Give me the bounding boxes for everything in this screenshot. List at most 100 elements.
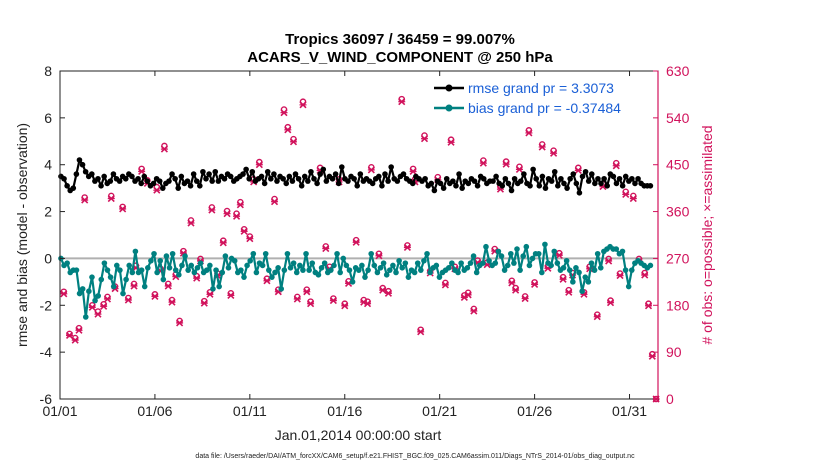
- bias-series-marker: [579, 288, 585, 295]
- obs-assimilated-marker: [223, 210, 231, 218]
- bias-series-marker: [138, 267, 145, 273]
- rmse-series-marker: [101, 173, 107, 180]
- bias-series-marker: [216, 283, 222, 290]
- obs-assimilated-marker: [299, 101, 307, 109]
- y-tick-label-left: -2: [40, 297, 53, 313]
- y-axis-label-left: rmse and bias (model - observation): [14, 123, 30, 347]
- rmse-series-marker: [351, 175, 357, 182]
- bias-series-marker: [222, 253, 229, 259]
- obs-assimilated-marker: [71, 336, 79, 344]
- rmse-series-marker: [588, 171, 595, 177]
- rmse-series-marker: [178, 173, 185, 180]
- rmse-series-marker: [610, 173, 617, 180]
- obs-assimilated-marker: [200, 299, 208, 307]
- rmse-series-marker: [138, 180, 144, 187]
- rmse-series-marker: [227, 173, 234, 180]
- obs-assimilated-marker: [153, 186, 161, 194]
- legend: rmse grand pr = 3.3073 bias grand pr = -…: [428, 76, 646, 120]
- bias-series-marker: [179, 262, 185, 269]
- rmse-series-marker: [122, 175, 129, 182]
- bias-series-marker: [163, 253, 170, 259]
- bias-series-marker: [284, 250, 291, 257]
- bias-series-marker: [197, 260, 204, 266]
- bias-series-marker: [269, 274, 275, 280]
- bias-series-marker: [573, 265, 579, 271]
- rmse-series-marker: [95, 175, 101, 182]
- bias-series-marker: [210, 286, 216, 292]
- obs-assimilated-marker: [565, 288, 573, 296]
- bias-series-marker: [597, 265, 604, 271]
- rmse-series-marker: [601, 175, 607, 182]
- rmse-series-marker: [308, 168, 314, 175]
- rmse-series-marker: [76, 157, 83, 163]
- bias-series-marker: [594, 250, 601, 257]
- rmse-series-marker: [197, 183, 203, 189]
- obs-assimilated-marker: [270, 198, 279, 206]
- obs-assimilated-marker: [367, 166, 375, 174]
- bias-series-marker: [337, 269, 343, 276]
- bias-series-marker: [126, 262, 133, 269]
- legend-bias-marker: [445, 104, 453, 112]
- rmse-series-marker: [582, 168, 589, 175]
- bias-series-marker: [566, 267, 573, 273]
- rmse-series-marker: [400, 171, 407, 177]
- obs-assimilated-marker: [164, 282, 172, 290]
- obs-assimilated-marker: [293, 295, 301, 303]
- bias-series-marker: [470, 253, 477, 259]
- rmse-series-marker: [570, 171, 577, 177]
- obs-assimilated-marker: [81, 196, 89, 204]
- y-tick-label-right: 180: [666, 297, 690, 313]
- rmse-series-marker: [249, 168, 256, 175]
- bias-series-marker: [247, 257, 253, 264]
- rmse-series-marker: [61, 175, 67, 182]
- bias-series-marker: [328, 267, 334, 273]
- y-tick-label-right: 540: [666, 110, 690, 126]
- rmse-series-marker: [450, 178, 456, 184]
- obs-assimilated-marker: [502, 160, 510, 168]
- rmse-series-marker: [221, 175, 228, 182]
- rmse-series-marker: [295, 175, 302, 182]
- rmse-series-marker: [89, 171, 95, 177]
- x-tick-label: 01/31: [612, 403, 647, 419]
- bias-series-marker: [331, 262, 337, 269]
- bias-series-marker: [278, 286, 285, 292]
- rmse-series-marker: [502, 175, 509, 182]
- rmse-series-marker: [585, 178, 592, 184]
- bias-series-marker: [396, 257, 402, 264]
- bias-series-marker: [548, 262, 554, 269]
- rmse-series-marker: [268, 175, 274, 182]
- rmse-series-marker: [329, 175, 336, 182]
- plot-area: [60, 71, 658, 399]
- bias-series-marker: [362, 274, 368, 280]
- rmse-series-marker: [141, 173, 148, 180]
- rmse-series-marker: [471, 178, 478, 184]
- bias-series-marker: [393, 269, 399, 276]
- y-tick-label-right: 270: [666, 250, 690, 266]
- bias-series-marker: [455, 269, 461, 276]
- bias-series-marker: [148, 257, 154, 264]
- bias-series-marker: [238, 267, 244, 273]
- bias-series-marker: [467, 260, 474, 266]
- rmse-series-marker: [338, 164, 345, 170]
- bias-series-marker: [551, 248, 558, 255]
- obs-assimilated-marker: [521, 294, 529, 303]
- y-axis-label-right: # of obs: o=possible; ×=assimilated: [699, 125, 715, 344]
- rmse-series-marker: [555, 183, 561, 189]
- rmse-series-marker: [551, 168, 558, 175]
- obs-assimilated-marker: [420, 135, 429, 143]
- x-tick-label: 01/01: [42, 403, 77, 419]
- x-tick-label: 01/06: [137, 403, 172, 419]
- obs-assimilated-marker: [289, 138, 298, 146]
- obs-assimilated-marker: [130, 282, 138, 290]
- rmse-series-marker: [203, 175, 209, 182]
- obs-assimilated-marker: [479, 159, 487, 167]
- bias-series-marker: [241, 274, 247, 280]
- obs-assimilated-marker: [208, 206, 216, 214]
- bias-series-marker: [315, 272, 322, 278]
- rmse-series-marker: [129, 173, 135, 180]
- bias-series-marker: [303, 250, 309, 257]
- legend-box: [428, 76, 646, 120]
- bias-series-marker: [64, 260, 70, 266]
- bias-series-marker: [104, 267, 111, 273]
- obs-assimilated-marker: [227, 291, 235, 299]
